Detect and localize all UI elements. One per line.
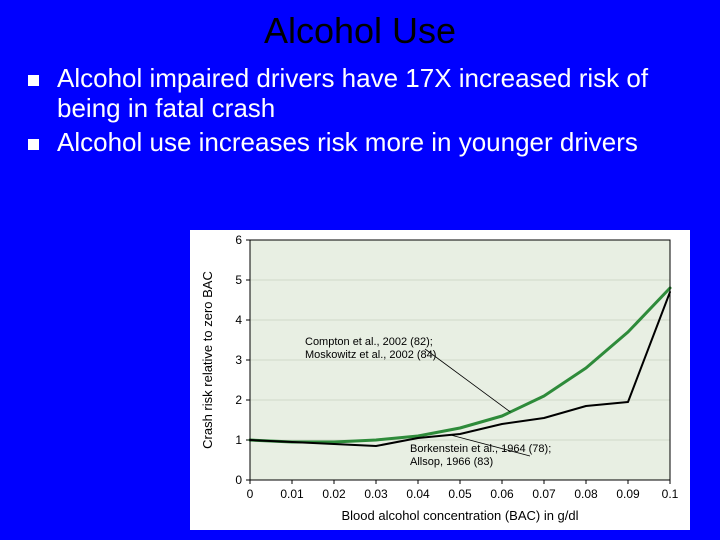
svg-text:Moskowitz et al., 2002 (84): Moskowitz et al., 2002 (84) xyxy=(305,349,436,361)
svg-text:3: 3 xyxy=(235,353,242,367)
crash-risk-chart: 0 1 2 3 4 5 6 0 0.01 0.02 0.03 0.04 0.05 0.06 0.07 0.08… xyxy=(190,230,690,530)
slide: Alcohol Use Alcohol impaired drivers hav… xyxy=(0,0,720,540)
svg-text:0.06: 0.06 xyxy=(490,487,514,501)
svg-text:0: 0 xyxy=(247,487,254,501)
bullet-text: Alcohol impaired drivers have 17X increa… xyxy=(57,64,700,124)
svg-text:4: 4 xyxy=(235,313,242,327)
svg-text:0.09: 0.09 xyxy=(616,487,640,501)
svg-text:Allsop, 1966 (83): Allsop, 1966 (83) xyxy=(410,456,493,468)
svg-text:2: 2 xyxy=(235,393,242,407)
list-item: Alcohol use increases risk more in young… xyxy=(20,128,700,158)
bullet-list: Alcohol impaired drivers have 17X increa… xyxy=(20,64,700,158)
chart-svg: 0 1 2 3 4 5 6 0 0.01 0.02 0.03 0.04 0.05 0.06 0.07 0.08… xyxy=(190,230,690,530)
svg-text:0.02: 0.02 xyxy=(322,487,346,501)
slide-title: Alcohol Use xyxy=(0,0,720,52)
svg-text:0.08: 0.08 xyxy=(574,487,598,501)
bullet-text: Alcohol use increases risk more in young… xyxy=(57,128,700,158)
svg-text:Blood alcohol concentration (B: Blood alcohol concentration (BAC) in g/d… xyxy=(341,508,578,523)
svg-text:0.03: 0.03 xyxy=(364,487,388,501)
svg-text:0.07: 0.07 xyxy=(532,487,556,501)
svg-text:0: 0 xyxy=(235,473,242,487)
svg-text:Borkenstein et al., 1964 (78);: Borkenstein et al., 1964 (78); xyxy=(410,443,551,455)
svg-text:0.1: 0.1 xyxy=(662,487,679,501)
svg-text:1: 1 xyxy=(235,433,242,447)
square-bullet-icon xyxy=(28,139,39,150)
list-item: Alcohol impaired drivers have 17X increa… xyxy=(20,64,700,124)
svg-text:0.04: 0.04 xyxy=(406,487,430,501)
svg-text:Crash risk relative to zero BA: Crash risk relative to zero BAC xyxy=(200,271,215,449)
svg-text:Compton et al., 2002 (82);: Compton et al., 2002 (82); xyxy=(305,336,433,348)
svg-text:0.01: 0.01 xyxy=(280,487,304,501)
square-bullet-icon xyxy=(28,75,39,86)
svg-text:5: 5 xyxy=(235,273,242,287)
svg-text:6: 6 xyxy=(235,233,242,247)
svg-text:0.05: 0.05 xyxy=(448,487,472,501)
